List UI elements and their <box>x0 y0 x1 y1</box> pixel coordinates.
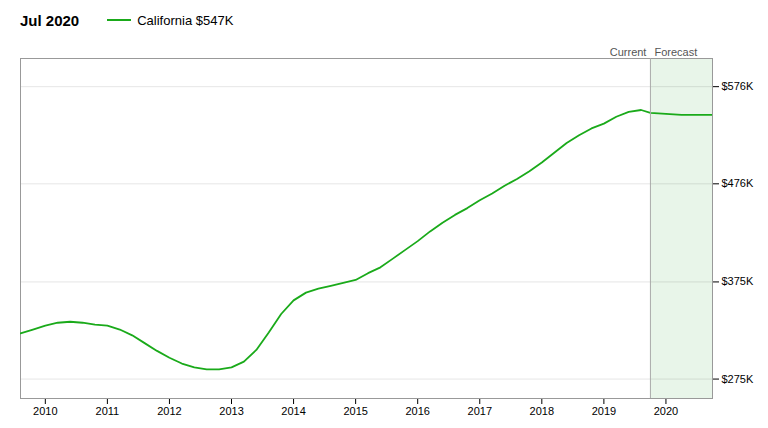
svg-text:$576K: $576K <box>722 80 754 92</box>
svg-text:2019: 2019 <box>592 405 616 417</box>
svg-text:Forecast: Forecast <box>654 46 697 58</box>
svg-text:2012: 2012 <box>157 405 181 417</box>
svg-text:Current: Current <box>610 46 647 58</box>
svg-text:$275K: $275K <box>722 373 754 385</box>
svg-text:2018: 2018 <box>530 405 554 417</box>
svg-text:2020: 2020 <box>654 405 678 417</box>
svg-text:$476K: $476K <box>722 177 754 189</box>
svg-text:2016: 2016 <box>405 405 429 417</box>
svg-text:2013: 2013 <box>219 405 243 417</box>
svg-text:$375K: $375K <box>722 275 754 287</box>
html-text:Jul 2020: Jul 2020 <box>20 11 80 29</box>
svg-text:2010: 2010 <box>33 405 57 417</box>
html-text:California $547K: California $547K <box>137 12 234 28</box>
svg-text:2011: 2011 <box>96 405 120 417</box>
svg-text:2017: 2017 <box>468 405 492 417</box>
svg-text:2014: 2014 <box>281 405 305 417</box>
svg-text:2015: 2015 <box>343 405 367 417</box>
